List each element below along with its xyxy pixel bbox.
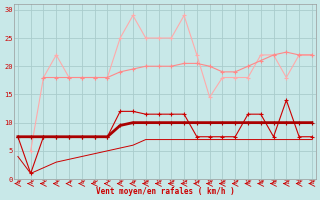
X-axis label: Vent moyen/en rafales ( km/h ): Vent moyen/en rafales ( km/h ) bbox=[96, 187, 234, 196]
